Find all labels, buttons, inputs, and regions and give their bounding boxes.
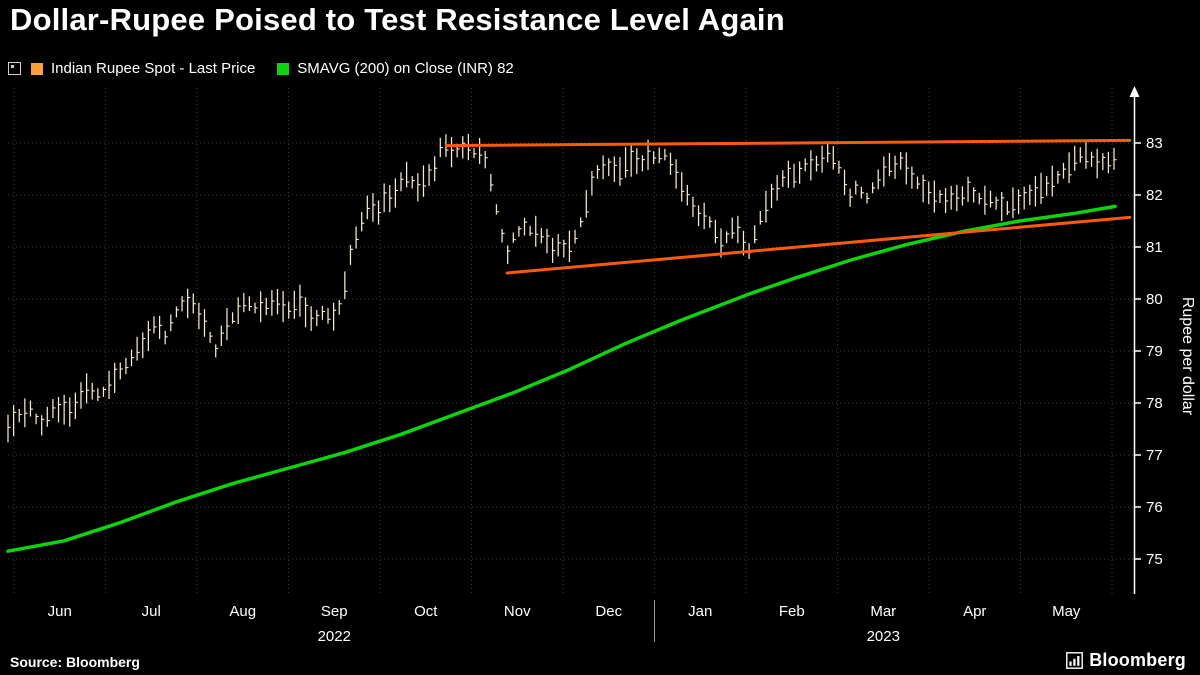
page-title: Dollar-Rupee Poised to Test Resistance L…	[10, 2, 785, 37]
svg-text:79: 79	[1146, 343, 1163, 360]
svg-text:Jun: Jun	[48, 603, 72, 620]
svg-text:80: 80	[1146, 291, 1163, 308]
legend-label-sma: SMAVG (200) on Close (INR) 82	[297, 60, 514, 77]
legend-swatch-price	[31, 62, 43, 75]
svg-text:Sep: Sep	[321, 603, 348, 620]
legend-key-icon[interactable]	[8, 62, 21, 75]
svg-text:82: 82	[1146, 187, 1163, 204]
svg-text:Dec: Dec	[595, 603, 622, 620]
svg-text:Rupee per dollar: Rupee per dollar	[1179, 297, 1196, 416]
svg-text:Mar: Mar	[870, 603, 896, 620]
bloomberg-chart-icon	[1066, 652, 1084, 669]
svg-text:Jan: Jan	[688, 603, 712, 620]
svg-text:2023: 2023	[867, 628, 900, 645]
svg-text:Oct: Oct	[414, 603, 438, 620]
svg-text:75: 75	[1146, 551, 1163, 568]
svg-text:2022: 2022	[318, 628, 351, 645]
svg-text:Feb: Feb	[779, 603, 805, 620]
svg-text:Apr: Apr	[963, 603, 986, 620]
svg-text:78: 78	[1146, 395, 1163, 412]
svg-text:81: 81	[1146, 239, 1163, 256]
price-chart: 75 76 77 78 79 80 81 82 83 Rupee per dollar Jun Jul…	[0, 86, 1200, 648]
legend-label-price: Indian Rupee Spot - Last Price	[51, 60, 256, 77]
svg-text:Nov: Nov	[504, 603, 531, 620]
svg-text:76: 76	[1146, 499, 1163, 516]
svg-text:83: 83	[1146, 135, 1163, 152]
legend: Indian Rupee Spot - Last Price SMAVG (20…	[8, 60, 528, 77]
source-label: Source: Bloomberg	[10, 654, 140, 670]
chart-svg: 75 76 77 78 79 80 81 82 83 Rupee per dollar Jun Jul…	[6, 86, 1196, 645]
bloomberg-wordmark: Bloomberg	[1089, 650, 1186, 670]
svg-text:77: 77	[1146, 447, 1163, 464]
svg-text:May: May	[1052, 603, 1081, 620]
bloomberg-logo: Bloomberg	[1066, 650, 1186, 671]
legend-swatch-sma	[277, 62, 290, 75]
svg-text:Aug: Aug	[229, 603, 256, 620]
svg-text:Jul: Jul	[142, 603, 161, 620]
